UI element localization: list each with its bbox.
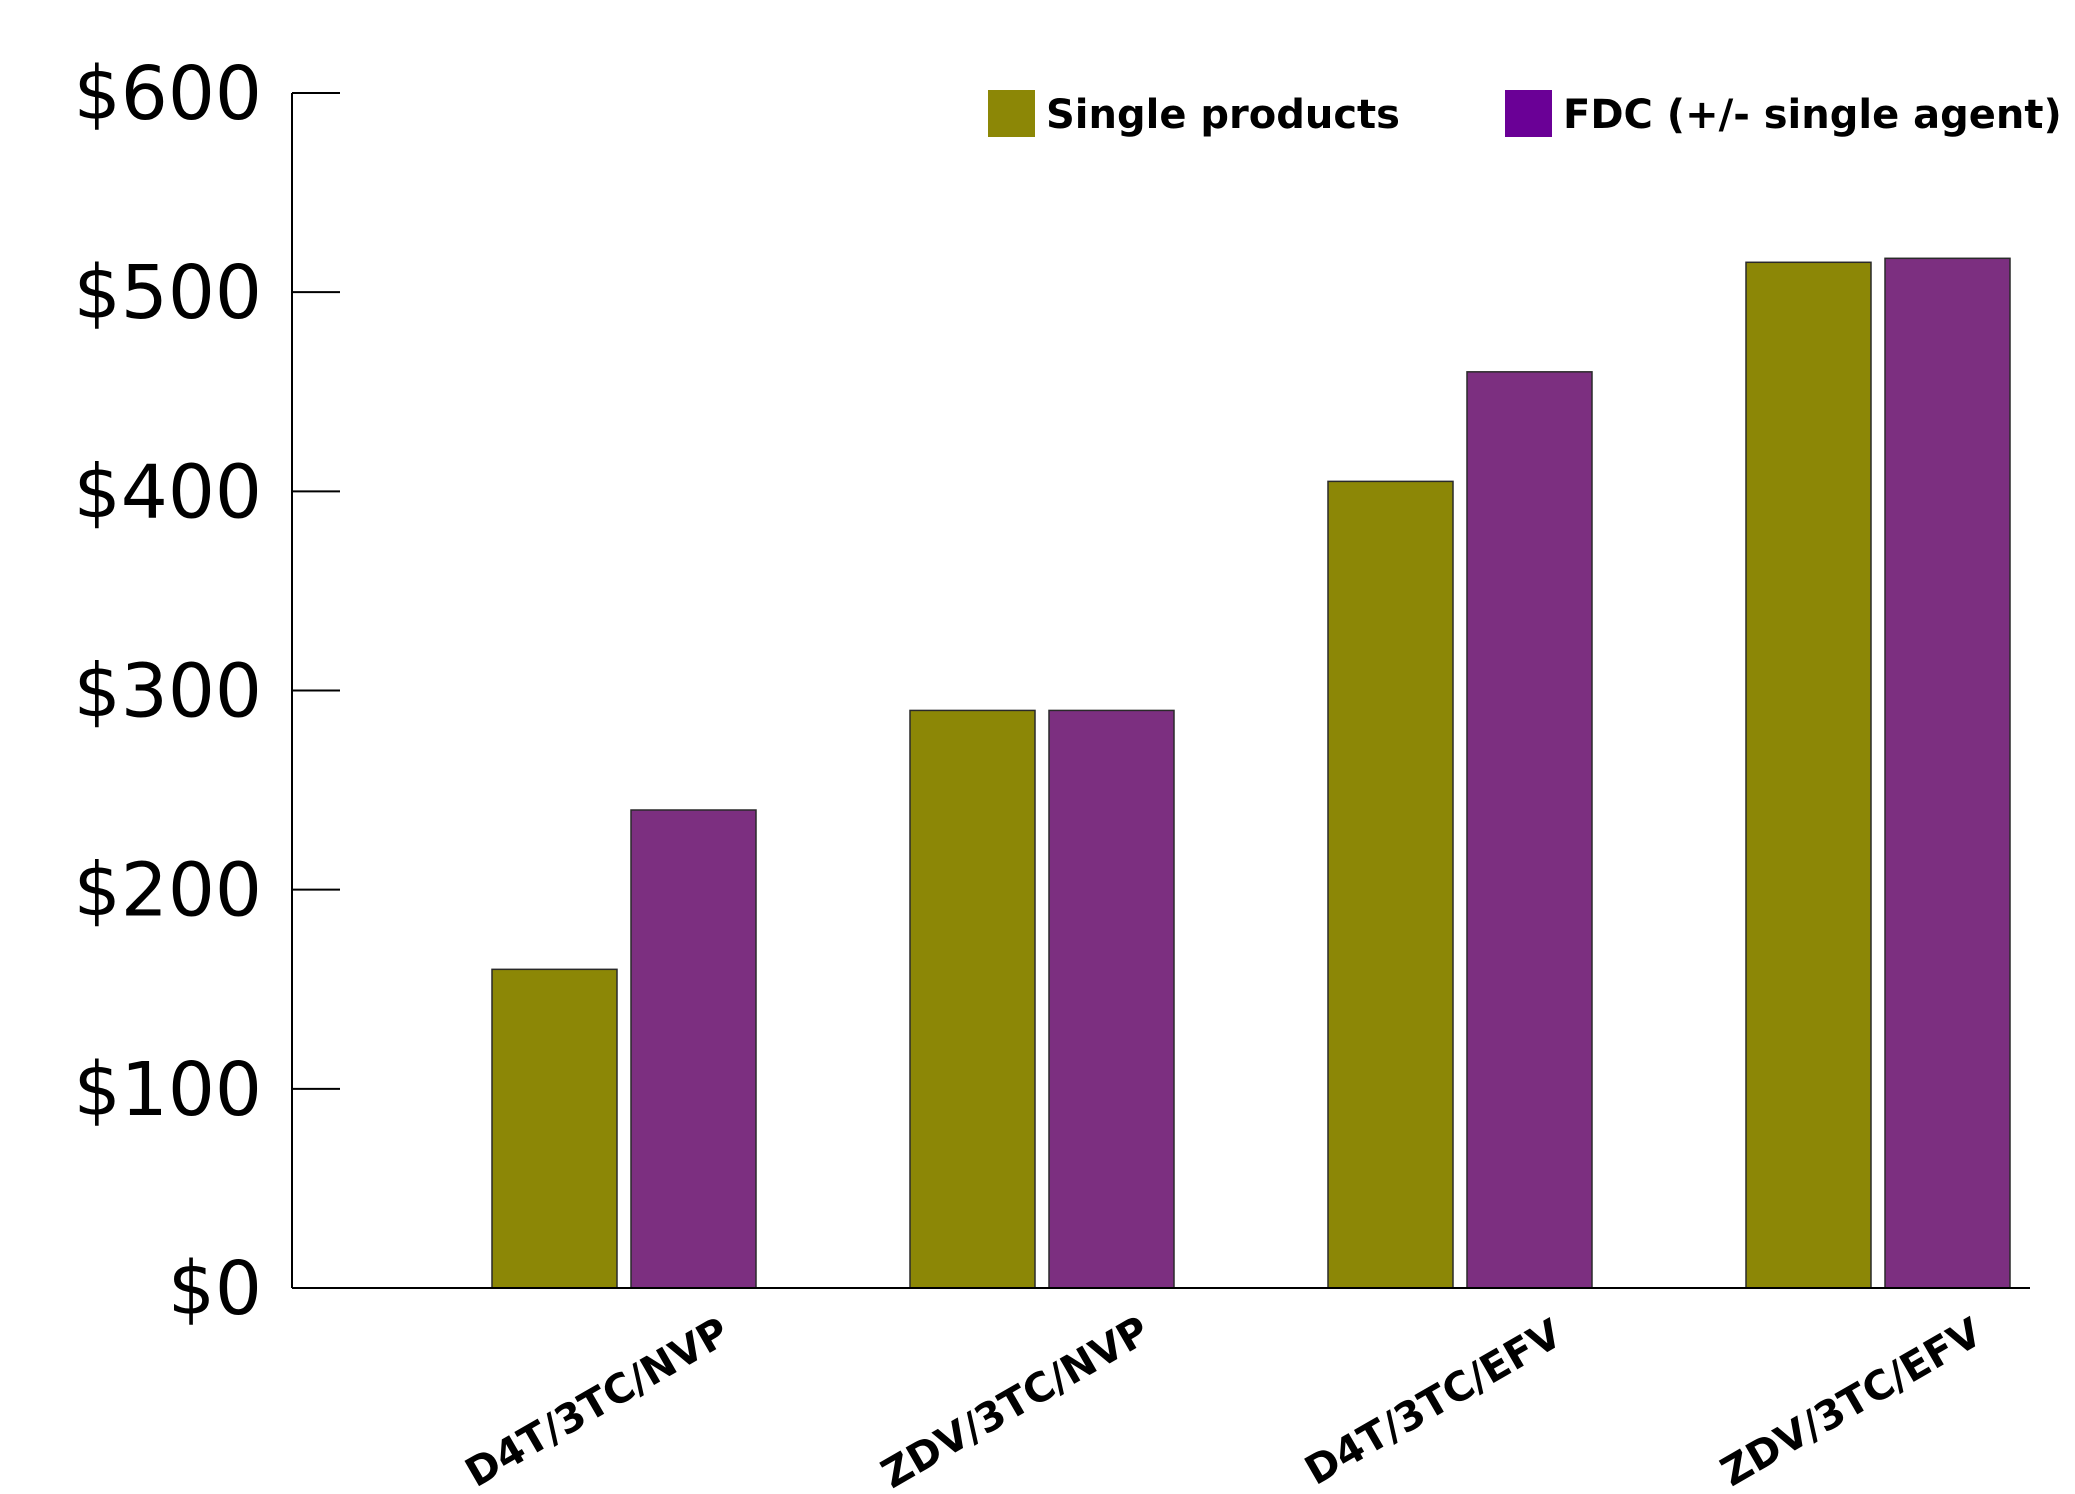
legend-label: Single products (1046, 92, 1400, 138)
y-tick-label: $300 (74, 649, 262, 735)
bar (491, 968, 618, 1289)
y-axis: $0 $100 $200 $300 $400 $500 $600 (74, 51, 340, 1332)
bars (491, 257, 2011, 1289)
bar (909, 709, 1036, 1289)
legend-label: FDC (+/- single agent) (1563, 92, 2062, 138)
y-tick-label: $600 (74, 51, 262, 137)
y-tick-label: $100 (74, 1047, 262, 1133)
bar (1048, 709, 1175, 1289)
bar (1327, 480, 1454, 1289)
legend: Single products FDC (+/- single agent) (988, 90, 2062, 138)
bar (630, 809, 757, 1289)
bar (1466, 371, 1593, 1289)
x-tick-label: ZDV/3TC/NVP (874, 1308, 1157, 1494)
bar (1745, 261, 1872, 1289)
y-tick-label: $200 (74, 848, 262, 934)
y-tick-label: $500 (74, 250, 262, 336)
bar (1884, 257, 2011, 1289)
x-tick-label: D4T/3TC/NVP (458, 1309, 737, 1494)
x-tick-label: ZDV/3TC/EFV (1713, 1310, 1989, 1494)
y-tick-label: $0 (168, 1246, 262, 1332)
x-tick-label: D4T/3TC/EFV (1297, 1311, 1569, 1494)
y-tick-label: $400 (74, 449, 262, 535)
legend-swatch (988, 90, 1035, 137)
x-axis: D4T/3TC/NVP ZDV/3TC/NVP D4T/3TC/EFV ZDV/3TC… (292, 1287, 2030, 1494)
legend-swatch (1505, 90, 1552, 137)
